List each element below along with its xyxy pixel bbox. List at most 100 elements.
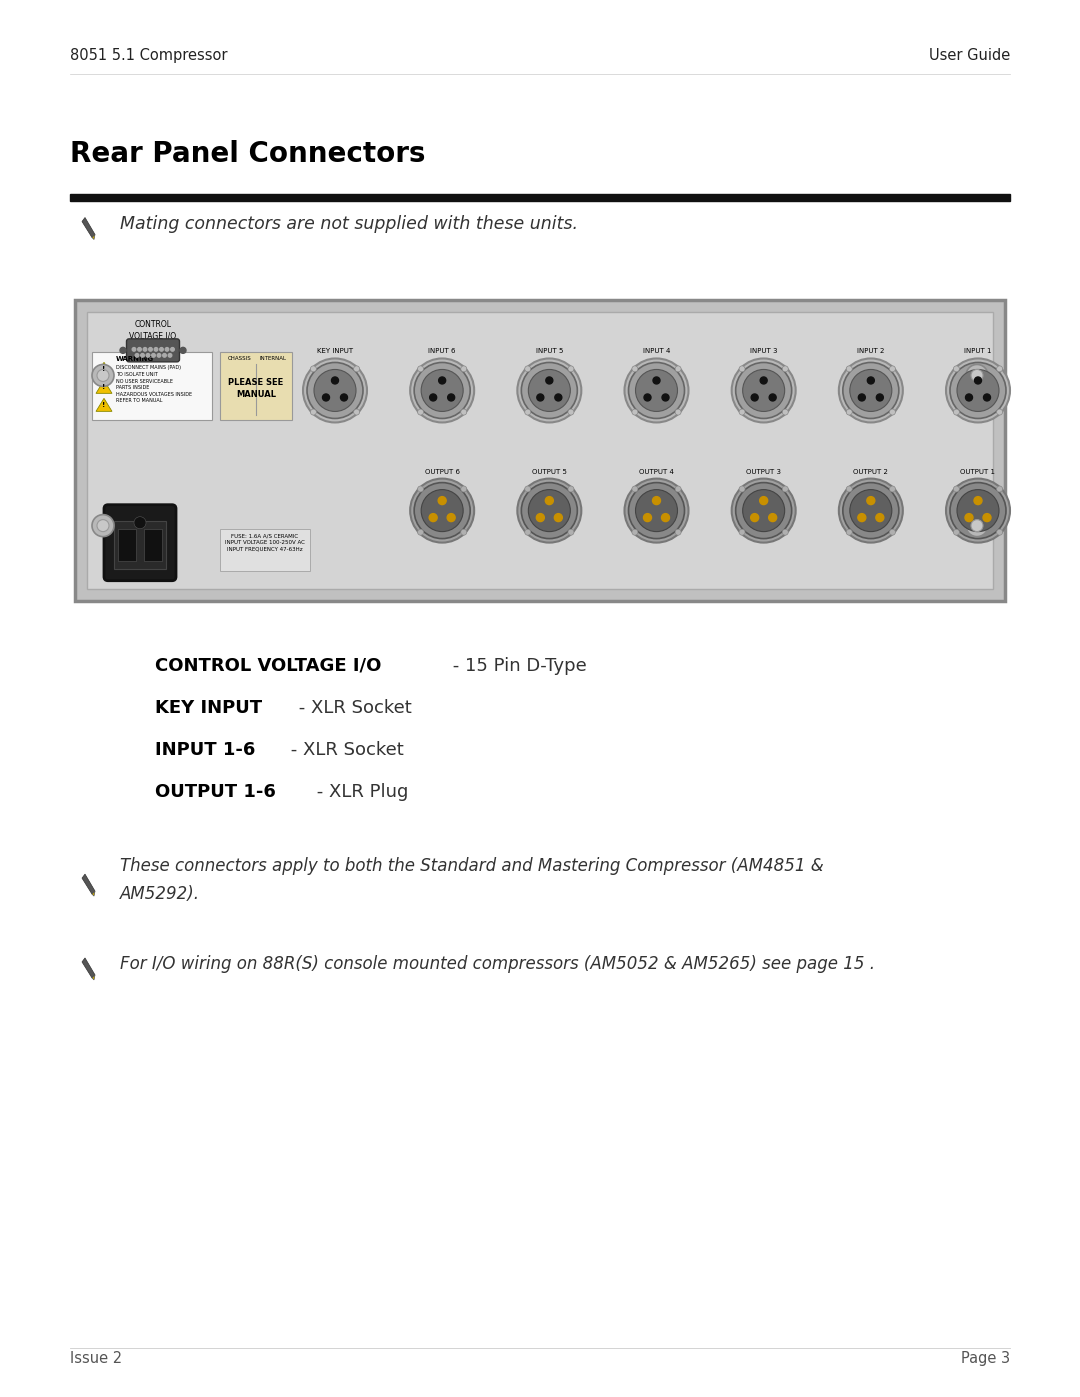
Circle shape [890,409,895,415]
Circle shape [739,366,745,372]
Circle shape [735,482,792,539]
Circle shape [568,529,573,535]
Circle shape [769,514,777,521]
Text: INPUT 1: INPUT 1 [964,348,991,355]
Polygon shape [92,975,95,979]
Circle shape [430,394,436,401]
Circle shape [624,359,689,422]
Text: DISCONNECT MAINS (PAD)
TO ISOLATE UNIT
NO USER SERVICEABLE
PARTS INSIDE
HAZARDOU: DISCONNECT MAINS (PAD) TO ISOLATE UNIT N… [116,366,192,404]
Circle shape [966,514,973,521]
Circle shape [966,514,988,536]
Circle shape [418,409,423,415]
Circle shape [782,366,788,372]
Circle shape [675,486,681,492]
Circle shape [847,409,852,415]
Circle shape [525,366,530,372]
Text: !: ! [103,384,106,390]
Bar [118,528,136,560]
Circle shape [525,409,530,415]
Circle shape [353,366,360,372]
Circle shape [954,366,959,372]
Circle shape [858,514,866,521]
Circle shape [743,489,785,532]
Circle shape [132,348,136,351]
Circle shape [867,496,875,504]
Bar [92,352,212,420]
Circle shape [517,479,581,542]
Circle shape [418,529,423,535]
Circle shape [163,353,166,358]
Circle shape [974,377,982,384]
Circle shape [966,394,972,401]
Text: KEY INPUT: KEY INPUT [316,348,353,355]
Circle shape [954,409,959,415]
Circle shape [92,514,114,536]
Circle shape [890,486,895,492]
Circle shape [414,362,470,419]
Circle shape [168,353,172,358]
Text: CONTROL VOLTAGE I/O: CONTROL VOLTAGE I/O [156,657,381,675]
Circle shape [632,529,638,535]
Circle shape [847,529,852,535]
Circle shape [414,482,470,539]
Circle shape [418,366,423,372]
Circle shape [323,394,329,401]
Circle shape [739,529,745,535]
Bar [87,313,993,588]
Circle shape [310,409,316,415]
Circle shape [966,365,988,387]
Circle shape [353,409,360,415]
Circle shape [120,348,126,353]
Circle shape [149,348,152,351]
Circle shape [842,482,899,539]
Circle shape [782,409,788,415]
Text: - XLR Plug: - XLR Plug [311,782,408,800]
Bar [75,300,1005,601]
Circle shape [751,514,758,521]
Circle shape [447,514,455,521]
Circle shape [144,348,147,351]
Circle shape [138,348,141,351]
Circle shape [165,348,168,351]
Circle shape [850,489,892,532]
Circle shape [97,369,109,381]
Polygon shape [92,891,95,895]
Circle shape [171,348,174,351]
Circle shape [525,486,530,492]
Text: !: ! [103,366,106,372]
Circle shape [890,529,895,535]
Text: OUTPUT 1: OUTPUT 1 [960,468,996,475]
Text: User Guide: User Guide [929,49,1010,63]
Circle shape [839,359,903,422]
Circle shape [876,394,883,401]
Circle shape [158,353,161,358]
Circle shape [146,353,150,358]
Circle shape [867,377,875,384]
Text: OUTPUT 1-6: OUTPUT 1-6 [156,782,275,800]
Circle shape [652,496,661,504]
Text: 8051 5.1 Compressor: 8051 5.1 Compressor [70,49,228,63]
Circle shape [568,366,573,372]
Circle shape [554,514,563,521]
Text: KEY INPUT: KEY INPUT [156,698,262,717]
Circle shape [438,496,446,504]
Circle shape [769,394,777,401]
Text: Page 3: Page 3 [961,1351,1010,1366]
Polygon shape [82,958,95,978]
Circle shape [760,377,767,384]
Circle shape [957,489,999,532]
Circle shape [839,479,903,542]
Circle shape [555,394,562,401]
Circle shape [522,362,578,419]
Circle shape [632,409,638,415]
Circle shape [974,496,982,504]
Circle shape [644,514,651,521]
Circle shape [545,377,553,384]
Circle shape [971,369,983,381]
Circle shape [160,348,163,351]
Circle shape [739,409,745,415]
Circle shape [134,517,146,528]
Polygon shape [96,398,112,411]
Circle shape [517,359,581,422]
Polygon shape [82,875,95,894]
